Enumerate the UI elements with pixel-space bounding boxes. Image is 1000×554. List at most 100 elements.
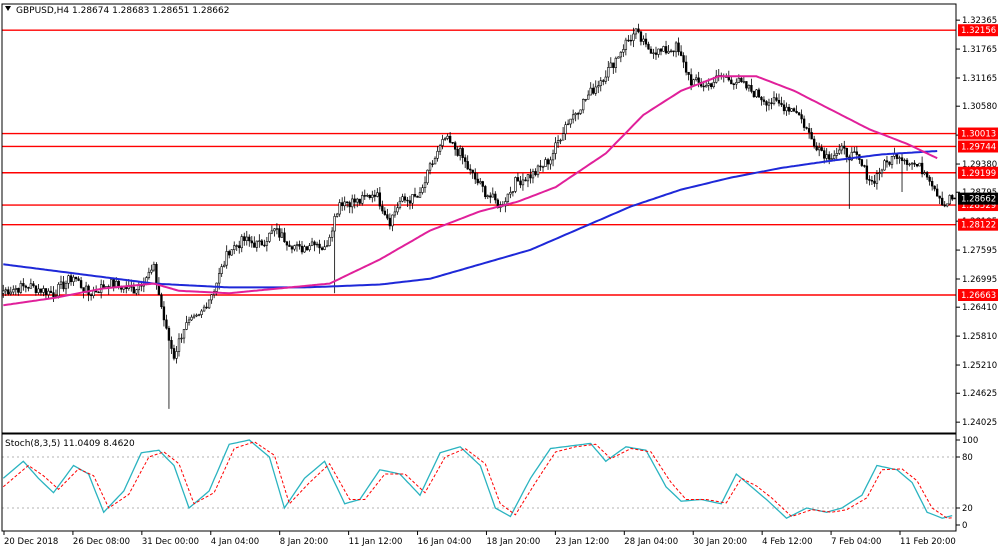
candle[interactable] bbox=[310, 237, 314, 247]
candle[interactable] bbox=[348, 200, 351, 214]
candle[interactable] bbox=[632, 27, 635, 48]
candle[interactable] bbox=[403, 193, 407, 203]
candle[interactable] bbox=[750, 78, 753, 94]
candle[interactable] bbox=[275, 223, 279, 235]
candle[interactable] bbox=[800, 109, 803, 124]
candle[interactable] bbox=[438, 143, 442, 155]
candle[interactable] bbox=[732, 82, 735, 90]
candle[interactable] bbox=[898, 155, 901, 164]
candle[interactable] bbox=[7, 286, 10, 296]
candle[interactable] bbox=[745, 81, 748, 91]
candle[interactable] bbox=[710, 82, 713, 90]
candle[interactable] bbox=[205, 302, 208, 310]
candle[interactable] bbox=[860, 158, 864, 168]
candle[interactable] bbox=[840, 143, 843, 155]
candle[interactable] bbox=[481, 180, 484, 193]
candle[interactable] bbox=[474, 168, 477, 184]
candle[interactable] bbox=[946, 203, 949, 208]
candle[interactable] bbox=[167, 325, 171, 409]
candle[interactable] bbox=[373, 189, 376, 202]
candle[interactable] bbox=[451, 142, 454, 145]
stochastic-panel[interactable] bbox=[2, 439, 956, 519]
candle[interactable] bbox=[406, 196, 409, 208]
candle[interactable] bbox=[576, 111, 580, 120]
candle[interactable] bbox=[200, 309, 203, 318]
candle[interactable] bbox=[260, 239, 264, 246]
candle[interactable] bbox=[845, 147, 848, 163]
candle[interactable] bbox=[541, 165, 545, 172]
candle[interactable] bbox=[147, 267, 151, 280]
candle[interactable] bbox=[908, 162, 911, 167]
candle[interactable] bbox=[378, 186, 382, 210]
candle[interactable] bbox=[584, 98, 587, 102]
candle[interactable] bbox=[534, 168, 537, 177]
candle[interactable] bbox=[531, 168, 535, 184]
candle[interactable] bbox=[868, 175, 871, 186]
candle[interactable] bbox=[627, 35, 630, 42]
candle[interactable] bbox=[566, 119, 570, 126]
candle[interactable] bbox=[903, 158, 906, 165]
candle[interactable] bbox=[132, 282, 135, 294]
candle[interactable] bbox=[278, 225, 281, 241]
candle[interactable] bbox=[948, 194, 951, 206]
candle[interactable] bbox=[64, 280, 68, 295]
candle[interactable] bbox=[9, 286, 12, 296]
candle[interactable] bbox=[135, 288, 138, 296]
candle[interactable] bbox=[308, 243, 311, 252]
candle[interactable] bbox=[564, 121, 567, 140]
candle[interactable] bbox=[928, 175, 931, 186]
candle[interactable] bbox=[371, 190, 374, 203]
candle[interactable] bbox=[323, 240, 326, 251]
candle[interactable] bbox=[556, 135, 560, 149]
candle[interactable] bbox=[870, 175, 874, 185]
candle[interactable] bbox=[619, 51, 623, 63]
candle[interactable] bbox=[941, 191, 944, 206]
candle[interactable] bbox=[677, 37, 680, 56]
candle[interactable] bbox=[265, 236, 269, 252]
candle[interactable] bbox=[433, 156, 437, 165]
candle[interactable] bbox=[351, 194, 354, 214]
candle[interactable] bbox=[509, 186, 512, 199]
candle[interactable] bbox=[386, 208, 389, 221]
candle[interactable] bbox=[521, 173, 525, 191]
candle[interactable] bbox=[195, 313, 198, 318]
candle[interactable] bbox=[679, 45, 683, 57]
candle[interactable] bbox=[694, 74, 698, 82]
candle[interactable] bbox=[817, 142, 821, 157]
candle[interactable] bbox=[923, 170, 926, 176]
candle[interactable] bbox=[77, 276, 80, 282]
candle[interactable] bbox=[524, 177, 527, 182]
candle[interactable] bbox=[172, 344, 176, 361]
candle[interactable] bbox=[624, 37, 628, 56]
candle[interactable] bbox=[770, 98, 773, 110]
candle[interactable] bbox=[240, 234, 243, 253]
candle[interactable] bbox=[190, 314, 193, 321]
candle[interactable] bbox=[838, 144, 841, 156]
candle[interactable] bbox=[368, 194, 371, 200]
candle[interactable] bbox=[358, 198, 361, 206]
candle[interactable] bbox=[622, 44, 625, 57]
candle[interactable] bbox=[790, 108, 793, 113]
candle[interactable] bbox=[843, 140, 846, 155]
candle[interactable] bbox=[346, 201, 349, 208]
candle[interactable] bbox=[594, 80, 597, 96]
candle[interactable] bbox=[730, 76, 733, 85]
candle[interactable] bbox=[602, 78, 605, 86]
candle[interactable] bbox=[807, 123, 811, 139]
candle[interactable] bbox=[79, 276, 83, 290]
candle[interactable] bbox=[458, 145, 462, 161]
candle[interactable] bbox=[393, 205, 397, 218]
candle[interactable] bbox=[516, 172, 520, 182]
candle[interactable] bbox=[14, 285, 17, 296]
candle[interactable] bbox=[549, 156, 552, 170]
candle[interactable] bbox=[235, 244, 238, 252]
candle[interactable] bbox=[165, 314, 168, 330]
candle[interactable] bbox=[825, 148, 828, 163]
candle[interactable] bbox=[664, 40, 668, 55]
candle[interactable] bbox=[27, 286, 30, 292]
candle[interactable] bbox=[772, 91, 776, 106]
candle[interactable] bbox=[388, 213, 392, 230]
candle[interactable] bbox=[579, 109, 582, 115]
candle[interactable] bbox=[250, 235, 253, 248]
candle[interactable] bbox=[62, 276, 65, 292]
